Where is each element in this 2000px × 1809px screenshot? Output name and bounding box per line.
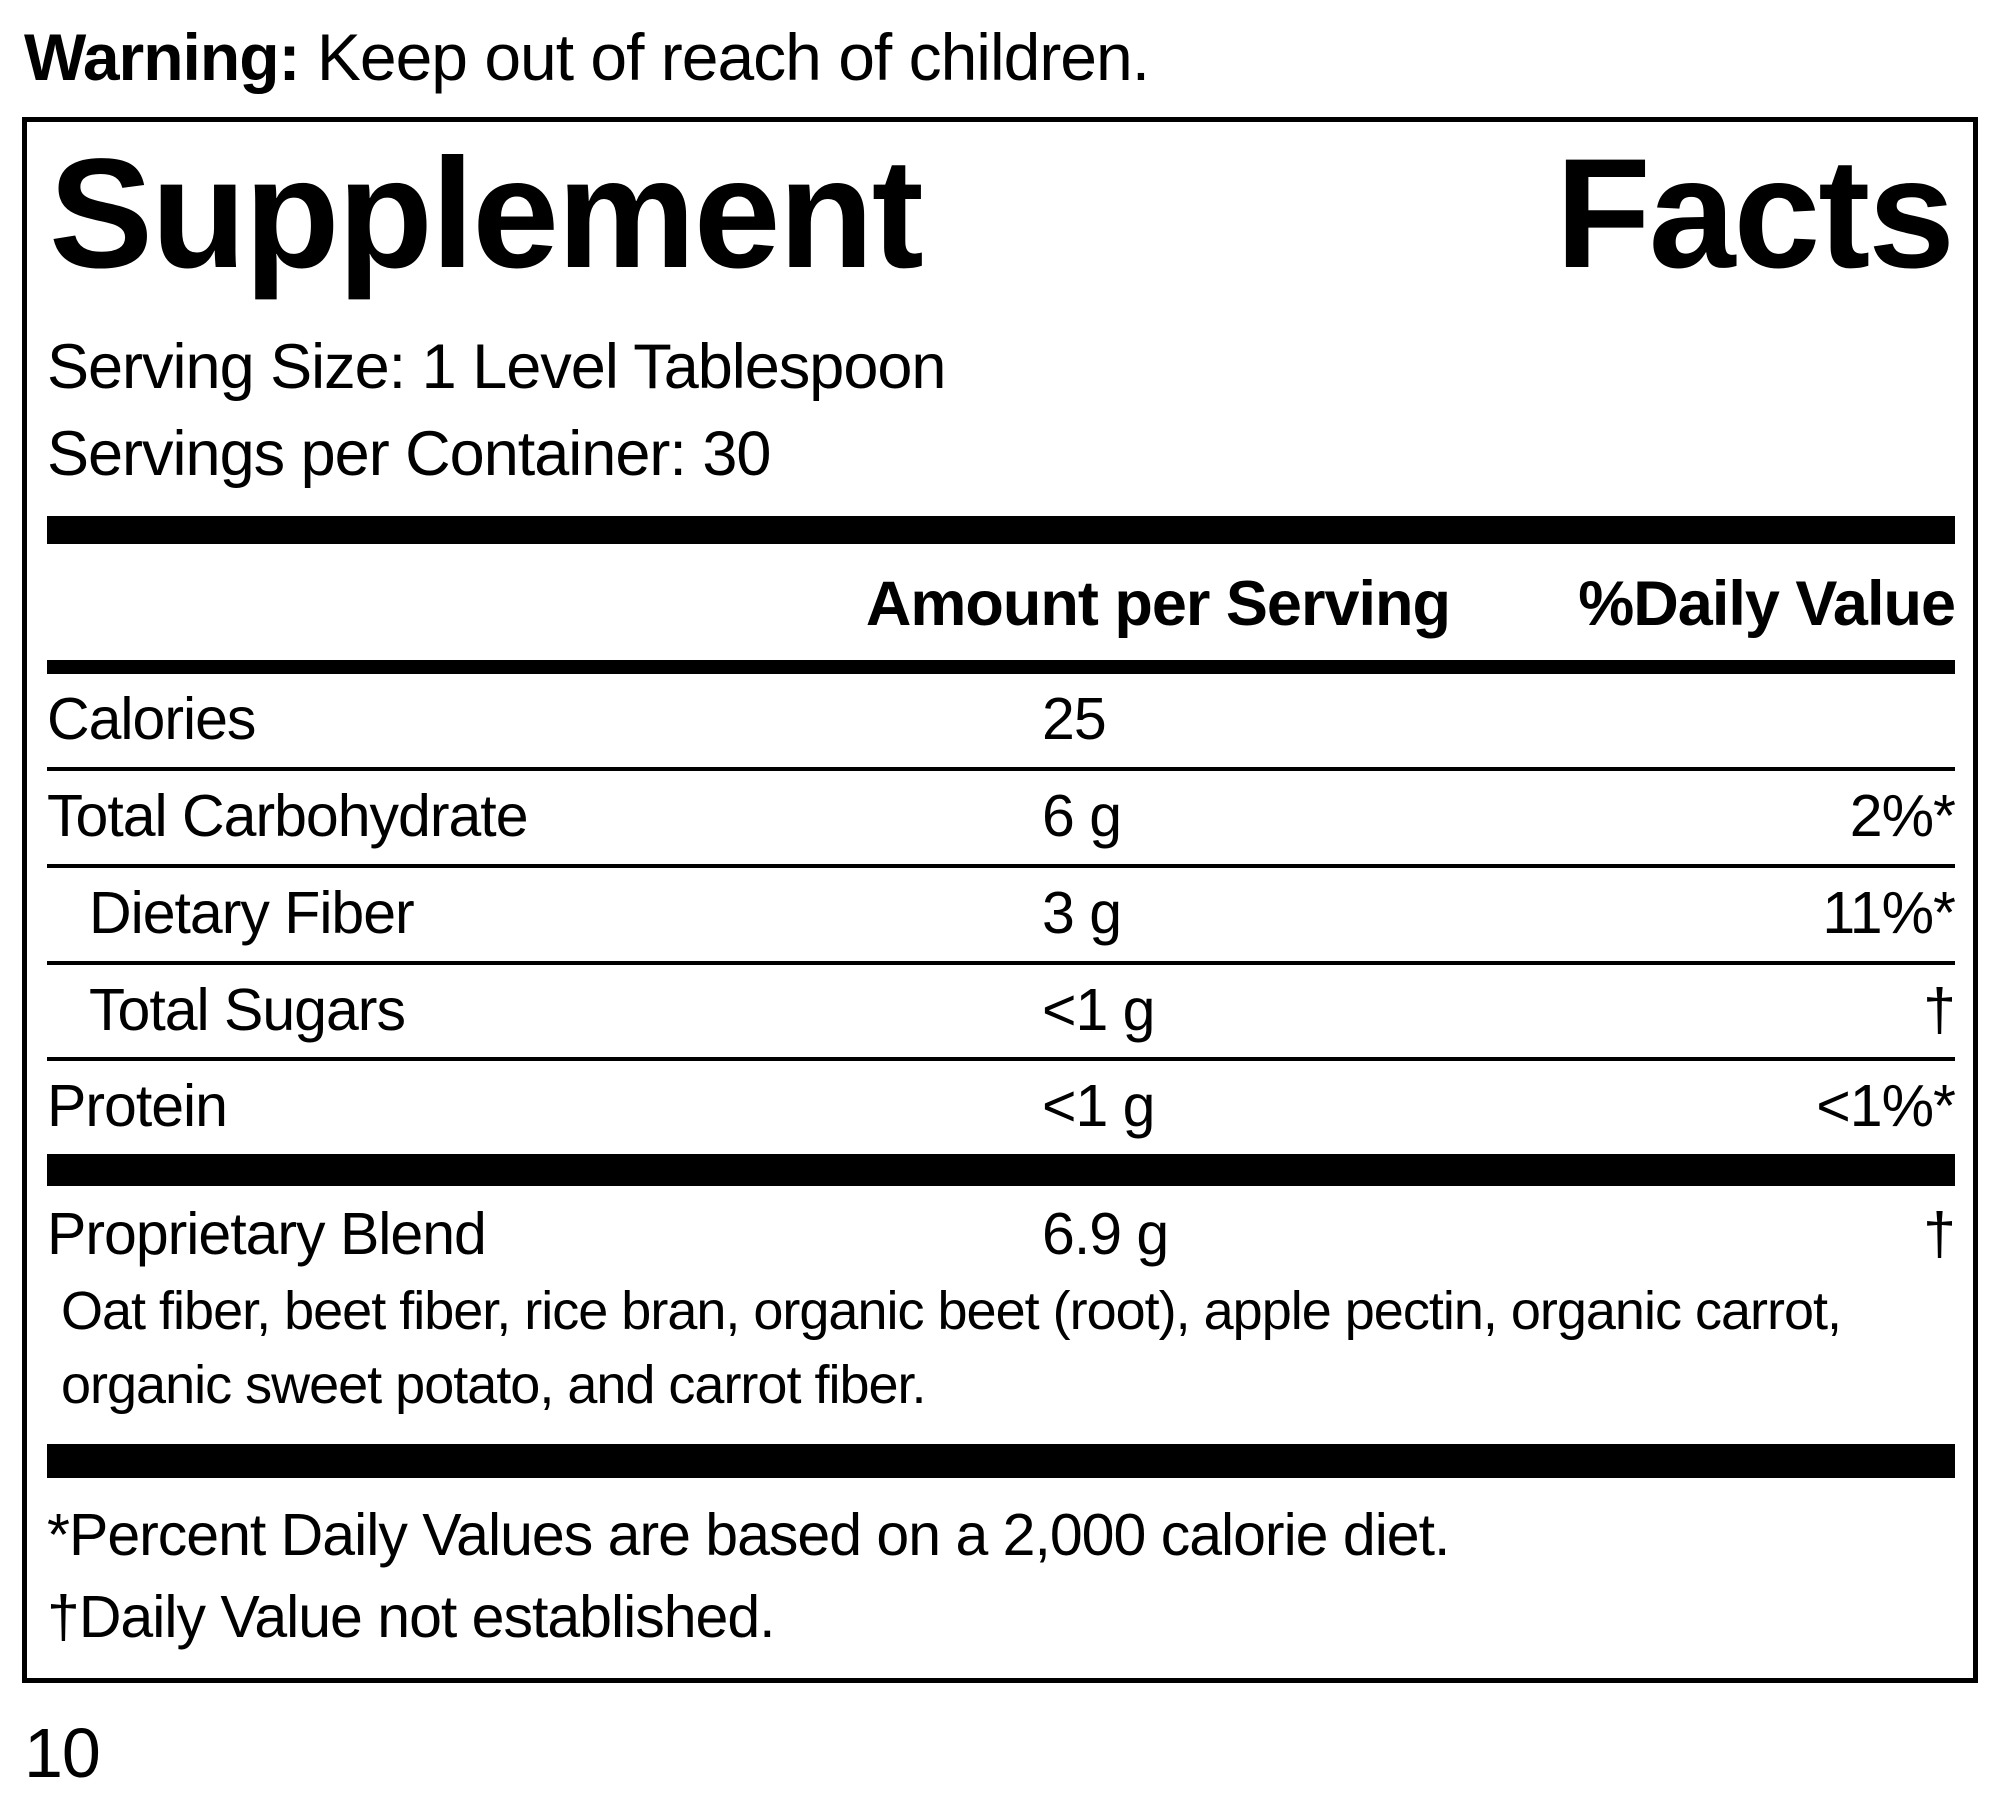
column-header-row: Amount per Serving %Daily Value xyxy=(47,544,1956,660)
footnote-percent-daily-values: *Percent Daily Values are based on a 2,0… xyxy=(47,1502,1450,1569)
nutrient-row-total-sugars: Total Sugars <1 g † xyxy=(47,965,1956,1062)
nutrient-amount: 25 xyxy=(1042,685,1107,752)
nutrient-label: Calories xyxy=(47,685,256,752)
nutrient-amount: <1 g xyxy=(1042,1073,1155,1140)
nutrient-label: Dietary Fiber xyxy=(89,879,415,946)
supplement-facts-panel: Supplement Facts Serving Size: 1 Level T… xyxy=(22,116,1978,1683)
servings-per-container-line: Servings per Container: 30 xyxy=(47,418,771,489)
amount-per-serving-header: Amount per Serving xyxy=(865,568,1451,639)
proprietary-blend-amount: 6.9 g xyxy=(1042,1201,1169,1268)
nutrient-label: Total Sugars xyxy=(89,976,406,1043)
warning-text: Keep out of reach of children. xyxy=(299,20,1150,94)
nutrient-amount: <1 g xyxy=(1042,976,1155,1043)
warning-line: Warning: Keep out of reach of children. xyxy=(24,16,2000,99)
nutrient-daily-value: 11%* xyxy=(1822,879,1956,946)
proprietary-blend-row: Proprietary Blend 6.9 g † xyxy=(47,1186,1956,1273)
separator-bar-header xyxy=(47,659,1955,674)
daily-value-header: %Daily Value xyxy=(1578,568,1956,639)
nutrient-daily-value: 2%* xyxy=(1849,782,1956,849)
panel-title-word-supplement: Supplement xyxy=(49,126,924,301)
panel-title-word-facts: Facts xyxy=(1555,126,1955,301)
nutrient-amount: 3 g xyxy=(1042,879,1122,946)
serving-size-line: Serving Size: 1 Level Tablespoon xyxy=(47,331,946,402)
nutrient-label: Total Carbohydrate xyxy=(47,782,529,849)
nutrient-row-calories: Calories 25 xyxy=(47,674,1955,771)
panel-title: Supplement Facts xyxy=(47,122,1955,304)
warning-label: Warning: xyxy=(24,20,300,94)
separator-bar-bottom xyxy=(47,1444,1955,1479)
separator-bar-protein xyxy=(47,1154,1955,1187)
nutrient-daily-value: † xyxy=(1923,976,1956,1043)
nutrient-label: Protein xyxy=(47,1073,228,1140)
nutrient-amount: 6 g xyxy=(1042,782,1122,849)
proprietary-blend-daily-value: † xyxy=(1923,1201,1956,1268)
footnotes: *Percent Daily Values are based on a 2,0… xyxy=(47,1478,1955,1678)
separator-bar-top xyxy=(47,515,1955,544)
nutrient-row-dietary-fiber: Dietary Fiber 3 g 11%* xyxy=(47,868,1956,965)
proprietary-blend-label: Proprietary Blend xyxy=(47,1201,487,1268)
proprietary-blend-ingredients: Oat fiber, beet fiber, rice bran, organi… xyxy=(61,1281,1842,1415)
footnote-daily-value-not-established: †Daily Value not established. xyxy=(47,1584,776,1651)
serving-info: Serving Size: 1 Level Tablespoon Serving… xyxy=(47,324,1955,498)
nutrient-row-protein: Protein <1 g <1%* xyxy=(47,1061,1956,1154)
page-number: 10 xyxy=(24,1714,101,1792)
nutrient-daily-value: <1%* xyxy=(1816,1073,1956,1140)
nutrient-row-total-carbohydrate: Total Carbohydrate 6 g 2%* xyxy=(47,771,1956,868)
